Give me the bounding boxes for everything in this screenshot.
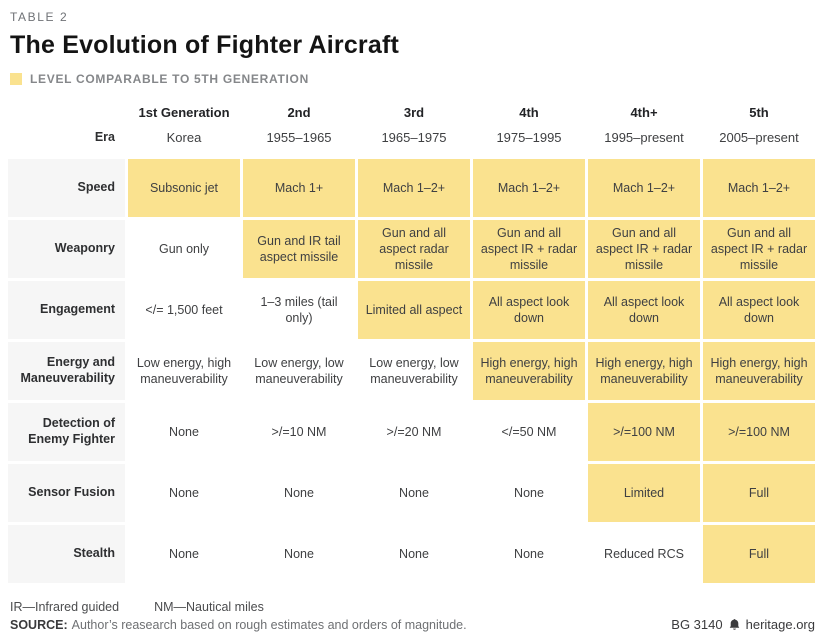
- era-cell: Korea: [166, 130, 202, 145]
- data-cell: None: [473, 464, 585, 522]
- data-cell: >/=100 NM: [703, 403, 815, 461]
- data-cell: >/=100 NM: [588, 403, 700, 461]
- data-cell: Limited all aspect: [358, 281, 470, 339]
- data-cell: Gun and all aspect radar missile: [358, 220, 470, 278]
- era-cell: 2005–present: [719, 130, 799, 145]
- data-cell: Gun and IR tail aspect missile: [243, 220, 355, 278]
- data-cell: All aspect look down: [588, 281, 700, 339]
- data-cell: High energy, high maneuverability: [703, 342, 815, 400]
- data-cell: Limited: [588, 464, 700, 522]
- data-cell: Mach 1–2+: [588, 159, 700, 217]
- page-title: The Evolution of Fighter Aircraft: [10, 31, 400, 59]
- generation-column-header: 2nd: [287, 105, 311, 120]
- table-corner-cell: [8, 103, 125, 125]
- data-cell: All aspect look down: [473, 281, 585, 339]
- data-cell: Gun and all aspect IR + radar missile: [703, 220, 815, 278]
- source-note: SOURCE: Author’s reasearch based on rough…: [10, 618, 467, 632]
- data-cell: Gun only: [128, 220, 240, 278]
- data-cell: Gun and all aspect IR + radar missile: [588, 220, 700, 278]
- source-label: SOURCE:: [10, 617, 68, 632]
- legend-swatch-icon: [10, 73, 22, 85]
- data-cell: None: [243, 525, 355, 583]
- generation-column-header: 1st Generation: [138, 105, 230, 120]
- source-bar: SOURCE: Author’s reasearch based on rough…: [10, 617, 815, 632]
- data-cell: Low energy, low maneuverability: [243, 342, 355, 400]
- row-label: Detection of Enemy Fighter: [8, 403, 125, 461]
- data-cell: </=50 NM: [473, 403, 585, 461]
- era-cell: 1965–1975: [381, 130, 447, 145]
- highlight-legend: LEVEL COMPARABLE TO 5TH GENERATION: [10, 72, 817, 86]
- legend-label: LEVEL COMPARABLE TO 5TH GENERATION: [30, 72, 309, 86]
- row-label: Engagement: [8, 281, 125, 339]
- data-cell: Mach 1–2+: [703, 159, 815, 217]
- generation-column-header: 3rd: [403, 105, 425, 120]
- row-label: Weaponry: [8, 220, 125, 278]
- heritage-bell-icon: [728, 618, 741, 631]
- data-cell: Mach 1–2+: [358, 159, 470, 217]
- row-label: Speed: [8, 159, 125, 217]
- data-cell: High energy, high maneuverability: [588, 342, 700, 400]
- footer-branding: BG 3140 heritage.org: [671, 617, 815, 632]
- generation-column-header: 4th: [519, 105, 539, 120]
- data-cell: Mach 1–2+: [473, 159, 585, 217]
- data-cell: High energy, high maneuverability: [473, 342, 585, 400]
- data-cell: Gun and all aspect IR + radar missile: [473, 220, 585, 278]
- data-cell: All aspect look down: [703, 281, 815, 339]
- data-cell: None: [358, 464, 470, 522]
- data-cell: None: [128, 525, 240, 583]
- era-cell: 1995–present: [604, 130, 684, 145]
- data-cell: None: [473, 525, 585, 583]
- data-cell: </= 1,500 feet: [128, 281, 240, 339]
- data-cell: >/=20 NM: [358, 403, 470, 461]
- source-text: Author’s reasearch based on rough estima…: [71, 617, 467, 632]
- data-cell: None: [128, 403, 240, 461]
- data-cell: Subsonic jet: [128, 159, 240, 217]
- data-cell: Full: [703, 525, 815, 583]
- footnotes: IR—Infrared guided NM—Nautical miles: [10, 600, 817, 614]
- data-cell: Reduced RCS: [588, 525, 700, 583]
- era-cell: 1955–1965: [266, 130, 332, 145]
- data-cell: Full: [703, 464, 815, 522]
- site-name: heritage.org: [745, 617, 815, 632]
- row-label: Stealth: [8, 525, 125, 583]
- generation-column-header: 5th: [749, 105, 769, 120]
- data-cell: None: [243, 464, 355, 522]
- data-cell: 1–3 miles (tail only): [243, 281, 355, 339]
- footnote-nm: NM—Nautical miles: [154, 600, 264, 614]
- era-cell: 1975–1995: [496, 130, 562, 145]
- data-cell: None: [128, 464, 240, 522]
- footnote-ir: IR—Infrared guided: [10, 600, 120, 614]
- row-label: Energy and Maneuverability: [8, 342, 125, 400]
- data-cell: Low energy, low maneuverability: [358, 342, 470, 400]
- data-cell: >/=10 NM: [243, 403, 355, 461]
- data-cell: None: [358, 525, 470, 583]
- data-cell: Low energy, high maneuverability: [128, 342, 240, 400]
- generation-column-header: 4th+: [630, 105, 658, 120]
- table-grid: 1st Generation 2nd 3rd 4th 4th+ 5th Era Korea 19…: [8, 103, 817, 583]
- row-label: Sensor Fusion: [8, 464, 125, 522]
- era-row-label: Era: [94, 130, 115, 144]
- data-cell: Mach 1+: [243, 159, 355, 217]
- table-kicker: TABLE 2: [10, 10, 69, 24]
- doc-id: BG 3140: [671, 617, 723, 632]
